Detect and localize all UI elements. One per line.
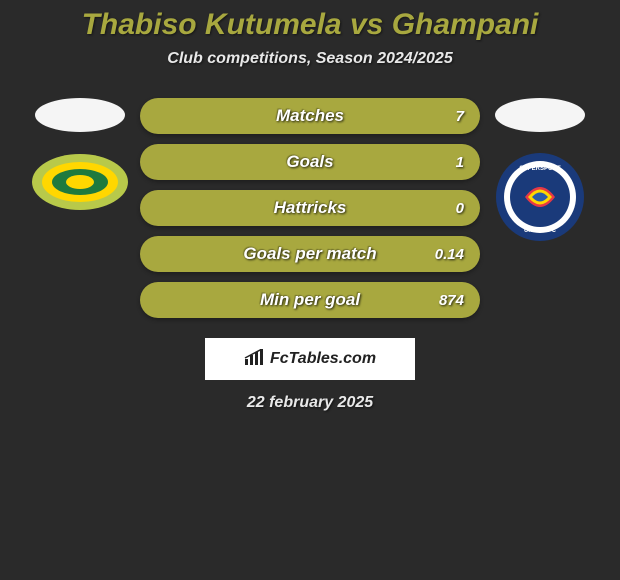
stat-label: Hattricks [274, 198, 347, 218]
supersport-logo-icon: SUPERSPORT UNITED FC [490, 152, 590, 242]
date-text: 22 february 2025 [0, 394, 620, 412]
sundowns-logo-icon [30, 152, 130, 212]
comparison-content: Matches 7 Goals 1 Hattricks 0 Goals per … [0, 98, 620, 318]
svg-text:SUPERSPORT: SUPERSPORT [519, 166, 561, 172]
stat-right-value: 0 [456, 200, 464, 217]
stat-row-hattricks: Hattricks 0 [140, 190, 480, 226]
stat-row-goals: Goals 1 [140, 144, 480, 180]
club-logo-left [30, 152, 130, 212]
player-left-avatar [35, 98, 125, 132]
player-right-column: SUPERSPORT UNITED FC [480, 98, 600, 242]
bar-chart-icon [244, 349, 264, 370]
player1-name: Thabiso Kutumela [82, 8, 342, 41]
stat-right-value: 0.14 [435, 246, 464, 263]
player-left-column [20, 98, 140, 212]
player-right-avatar [495, 98, 585, 132]
club-logo-right: SUPERSPORT UNITED FC [490, 152, 590, 242]
stat-right-value: 1 [456, 154, 464, 171]
stats-column: Matches 7 Goals 1 Hattricks 0 Goals per … [140, 98, 480, 318]
stat-right-value: 7 [456, 108, 464, 125]
player2-name: Ghampani [392, 8, 539, 41]
branding-badge: FcTables.com [205, 338, 415, 380]
stat-label: Goals [286, 152, 333, 172]
stat-row-matches: Matches 7 [140, 98, 480, 134]
svg-text:UNITED FC: UNITED FC [524, 228, 557, 234]
stat-row-goals-per-match: Goals per match 0.14 [140, 236, 480, 272]
subtitle: Club competitions, Season 2024/2025 [0, 50, 620, 68]
stat-row-min-per-goal: Min per goal 874 [140, 282, 480, 318]
stat-label: Goals per match [243, 244, 376, 264]
stat-label: Min per goal [260, 290, 360, 310]
branding-text: FcTables.com [270, 350, 376, 368]
page-title: Thabiso Kutumela vs Ghampani [0, 0, 620, 42]
vs-text: vs [350, 8, 383, 41]
stat-right-value: 874 [439, 292, 464, 309]
stat-label: Matches [276, 106, 344, 126]
